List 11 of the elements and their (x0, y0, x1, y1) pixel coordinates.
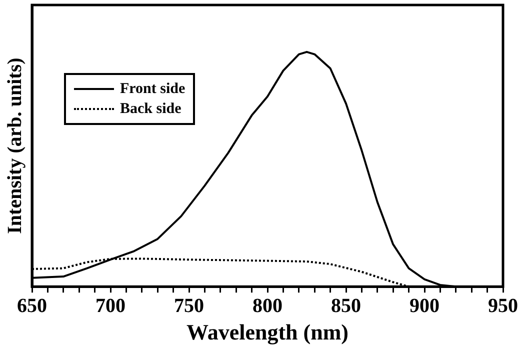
x-tick-label: 950 (488, 294, 518, 317)
y-axis-title: Intensity (arb. units) (4, 58, 26, 234)
x-tick-label: 650 (17, 294, 47, 317)
x-axis-title: Wavelength (nm) (186, 319, 348, 344)
x-tick-label: 700 (96, 294, 126, 317)
x-tick-label: 900 (410, 294, 440, 317)
x-tick-label: 800 (252, 294, 282, 317)
legend-label: Front side (120, 80, 186, 99)
x-tick-label: 850 (331, 294, 361, 317)
legend-label: Back side (120, 100, 182, 119)
x-tick-label: 750 (174, 294, 204, 317)
